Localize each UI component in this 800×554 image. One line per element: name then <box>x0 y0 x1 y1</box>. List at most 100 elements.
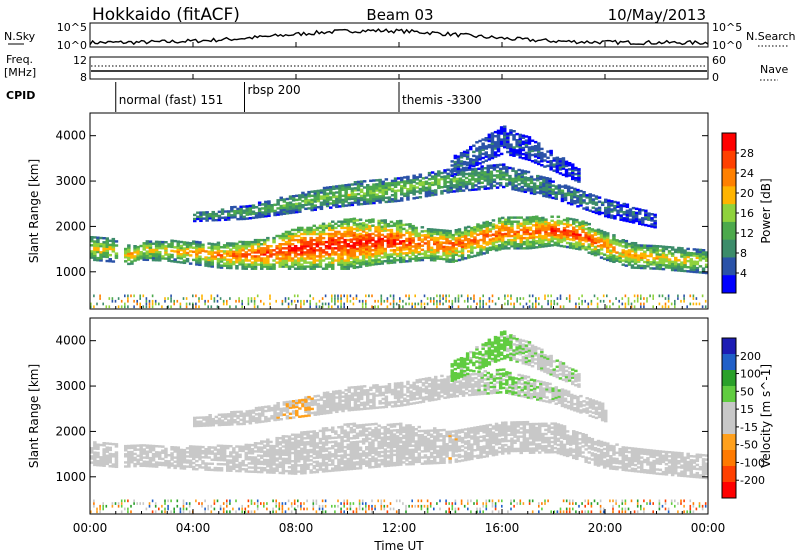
data-cell <box>511 181 515 185</box>
data-cell <box>290 470 295 473</box>
data-cell <box>319 201 324 204</box>
data-cell <box>457 299 460 303</box>
data-cell <box>287 437 292 440</box>
data-cell <box>439 233 443 236</box>
data-cell <box>670 264 675 268</box>
data-cell <box>433 297 435 300</box>
data-cell <box>272 259 276 262</box>
data-cell <box>393 197 398 201</box>
data-cell <box>347 201 351 205</box>
data-cell <box>553 302 556 306</box>
data-cell <box>204 260 208 263</box>
data-cell <box>253 302 256 306</box>
data-cell <box>136 299 138 303</box>
data-cell <box>411 239 415 242</box>
data-cell <box>306 459 310 462</box>
data-cell <box>417 252 421 256</box>
data-cell <box>287 451 292 455</box>
data-cell <box>556 221 561 225</box>
data-cell <box>527 152 532 155</box>
data-cell <box>304 207 308 211</box>
data-cell <box>473 240 477 243</box>
data-cell <box>309 243 313 246</box>
data-cell <box>386 229 391 232</box>
data-cell <box>235 299 237 303</box>
data-cell <box>139 452 143 455</box>
data-cell <box>393 181 398 184</box>
data-cell <box>244 259 248 262</box>
data-cell <box>464 166 469 170</box>
data-cell <box>689 270 693 273</box>
data-cell <box>406 198 410 201</box>
data-cell <box>566 201 571 205</box>
data-cell <box>541 305 543 309</box>
data-cell <box>343 247 347 250</box>
data-cell <box>105 454 109 458</box>
data-cell <box>638 222 642 226</box>
data-cell <box>355 259 360 263</box>
data-cell <box>607 207 611 211</box>
data-cell <box>418 196 423 199</box>
date-title: 10/May/2013 <box>608 6 706 24</box>
data-cell <box>377 238 381 241</box>
data-cell <box>492 184 497 188</box>
data-cell <box>485 220 489 224</box>
data-cell <box>584 248 588 251</box>
data-cell <box>331 232 335 236</box>
data-cell <box>219 444 224 448</box>
data-cell <box>349 252 354 256</box>
data-cell <box>677 269 681 272</box>
data-cell <box>248 208 253 212</box>
data-cell <box>498 167 503 171</box>
data-cell <box>487 156 492 159</box>
data-cell <box>318 299 321 303</box>
data-cell <box>415 190 419 193</box>
data-cell <box>374 228 378 231</box>
data-cell <box>550 215 554 218</box>
data-cell <box>335 203 339 207</box>
data-cell <box>239 207 243 211</box>
data-cell <box>344 194 348 197</box>
data-cell <box>244 240 248 244</box>
data-cell <box>507 238 511 242</box>
data-cell <box>405 254 409 257</box>
data-cell <box>575 302 577 306</box>
data-cell <box>670 268 675 272</box>
data-cell <box>164 459 168 463</box>
data-cell <box>493 141 498 144</box>
data-cell <box>182 261 187 265</box>
data-cell <box>260 267 264 270</box>
data-cell <box>380 229 384 233</box>
data-cell <box>260 440 264 443</box>
data-cell <box>483 167 487 170</box>
data-cell <box>247 299 250 303</box>
data-cell <box>491 299 494 303</box>
data-cell <box>445 294 447 298</box>
data-cell <box>479 246 483 250</box>
data-cell <box>528 226 533 229</box>
data-cell <box>518 152 522 155</box>
data-cell <box>136 258 140 261</box>
data-cell <box>263 261 267 264</box>
data-cell <box>525 230 530 234</box>
data-cell <box>564 170 569 174</box>
data-cell <box>596 244 601 248</box>
data-cell <box>142 252 146 255</box>
data-cell <box>227 218 231 221</box>
data-cell <box>545 183 549 186</box>
data-cell <box>312 230 316 234</box>
data-cell <box>496 154 501 157</box>
data-cell <box>173 460 177 463</box>
data-cell <box>677 259 681 262</box>
data-cell <box>701 255 706 258</box>
data-cell <box>492 180 497 183</box>
data-cell <box>420 252 425 256</box>
data-cell <box>581 302 583 306</box>
data-cell <box>667 297 670 300</box>
data-cell <box>309 265 313 268</box>
data-cell <box>434 174 438 178</box>
data-cell <box>340 249 344 252</box>
data-cell <box>492 166 497 169</box>
data-cell <box>207 448 211 451</box>
data-cell <box>210 294 213 298</box>
